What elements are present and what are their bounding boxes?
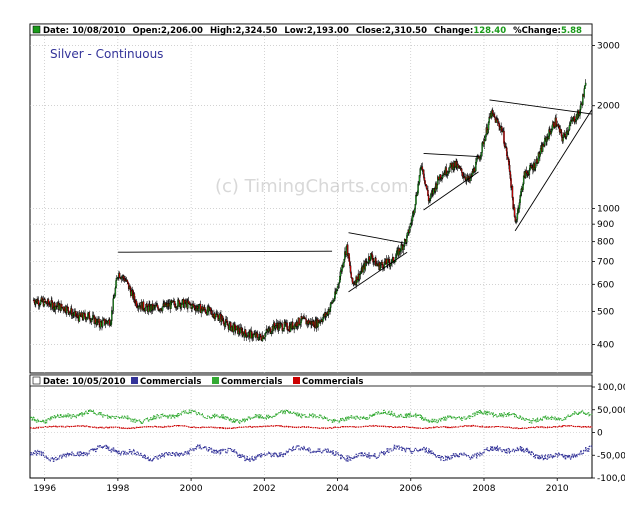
trendline (423, 171, 479, 211)
legend-label-blue: Commercials (140, 377, 201, 387)
cot-tick-label: -100,000 (597, 474, 625, 484)
x-tick-label: 2004 (326, 484, 349, 494)
cot-tick-label: -50,000 (597, 451, 625, 461)
header-pct-prefix: %Change: (513, 26, 561, 36)
cot-series (30, 409, 593, 462)
price-tick-label: 800 (597, 238, 614, 248)
svg-text:Date: 10/08/2010 Open:2,20: Date: 10/08/2010 Open:2,206.00 High:2,32… (43, 26, 582, 36)
trendline (348, 232, 408, 244)
price-tick-label: 1000 (597, 205, 620, 215)
price-tick-label: 2000 (597, 102, 620, 112)
candles (32, 79, 587, 343)
legend-swatch-green (212, 377, 219, 384)
header-change-value: 128.40 (473, 26, 506, 36)
price-tick-label: 900 (597, 220, 614, 230)
legend-swatch-red (293, 377, 300, 384)
cot-date-marker-icon (32, 376, 41, 385)
chart-title: Silver - Continuous (50, 47, 163, 61)
price-header-bar (29, 23, 593, 36)
cot-panel (29, 374, 593, 479)
cot-tick-label: 100,000 (597, 383, 625, 393)
header-date: Date: 10/08/2010 (43, 26, 126, 36)
cot-y-axis: 100,000 50,000 0 -50,000 -100,000 (592, 383, 625, 484)
cot-header-bar (29, 374, 593, 387)
header-change-prefix: Change: (434, 26, 473, 36)
header-high: High:2,324.50 (210, 26, 278, 36)
cot-grid (30, 409, 592, 456)
price-tick-label: 400 (597, 340, 614, 350)
price-tick-label: 600 (597, 280, 614, 290)
price-tick-label: 500 (597, 307, 614, 317)
header-low: Low:2,193.00 (284, 26, 349, 36)
watermark: (c) TimingCharts.com (215, 176, 408, 197)
header-pct-value: 5.88 (561, 26, 582, 36)
header-open: Open:2,206.00 (132, 26, 203, 36)
cot-series-line (30, 444, 593, 462)
cot-tick-label: 50,000 (597, 406, 625, 416)
price-panel (29, 23, 593, 374)
trendline (348, 251, 408, 293)
trendline (117, 250, 333, 253)
trendline (514, 109, 593, 232)
cot-tick-label: 0 (597, 429, 603, 439)
x-tick-label: 1996 (33, 484, 56, 494)
cot-series-line (30, 424, 593, 430)
x-grid (44, 36, 558, 478)
trendline (489, 99, 593, 115)
candle-up (584, 79, 587, 86)
legend-label-green: Commercials (221, 377, 282, 387)
legend-swatch-blue (131, 377, 138, 384)
x-tick-label: 2006 (399, 484, 422, 494)
price-tick-label: 700 (597, 257, 614, 267)
x-tick-label: 2002 (253, 484, 276, 494)
trendlines (117, 99, 593, 293)
cot-series-line (30, 409, 593, 425)
x-axis: 1996 1998 2000 2002 2004 2006 2008 2010 (33, 478, 569, 494)
x-tick-label: 2000 (180, 484, 203, 494)
header-close: Close:2,310.50 (356, 26, 427, 36)
price-tick-label: 3000 (597, 42, 620, 52)
cot-date-label: Date: 10/05/2010 (43, 377, 126, 387)
header-marker-icon (32, 25, 41, 34)
x-tick-label: 2010 (546, 484, 569, 494)
x-tick-label: 1998 (106, 484, 129, 494)
legend-label-red: Commercials (302, 377, 363, 387)
x-tick-label: 2008 (473, 484, 496, 494)
price-y-axis: 3000 2000 1000 900 800 700 600 500 400 (592, 42, 620, 350)
price-grid (30, 45, 592, 345)
trendline (423, 152, 479, 157)
